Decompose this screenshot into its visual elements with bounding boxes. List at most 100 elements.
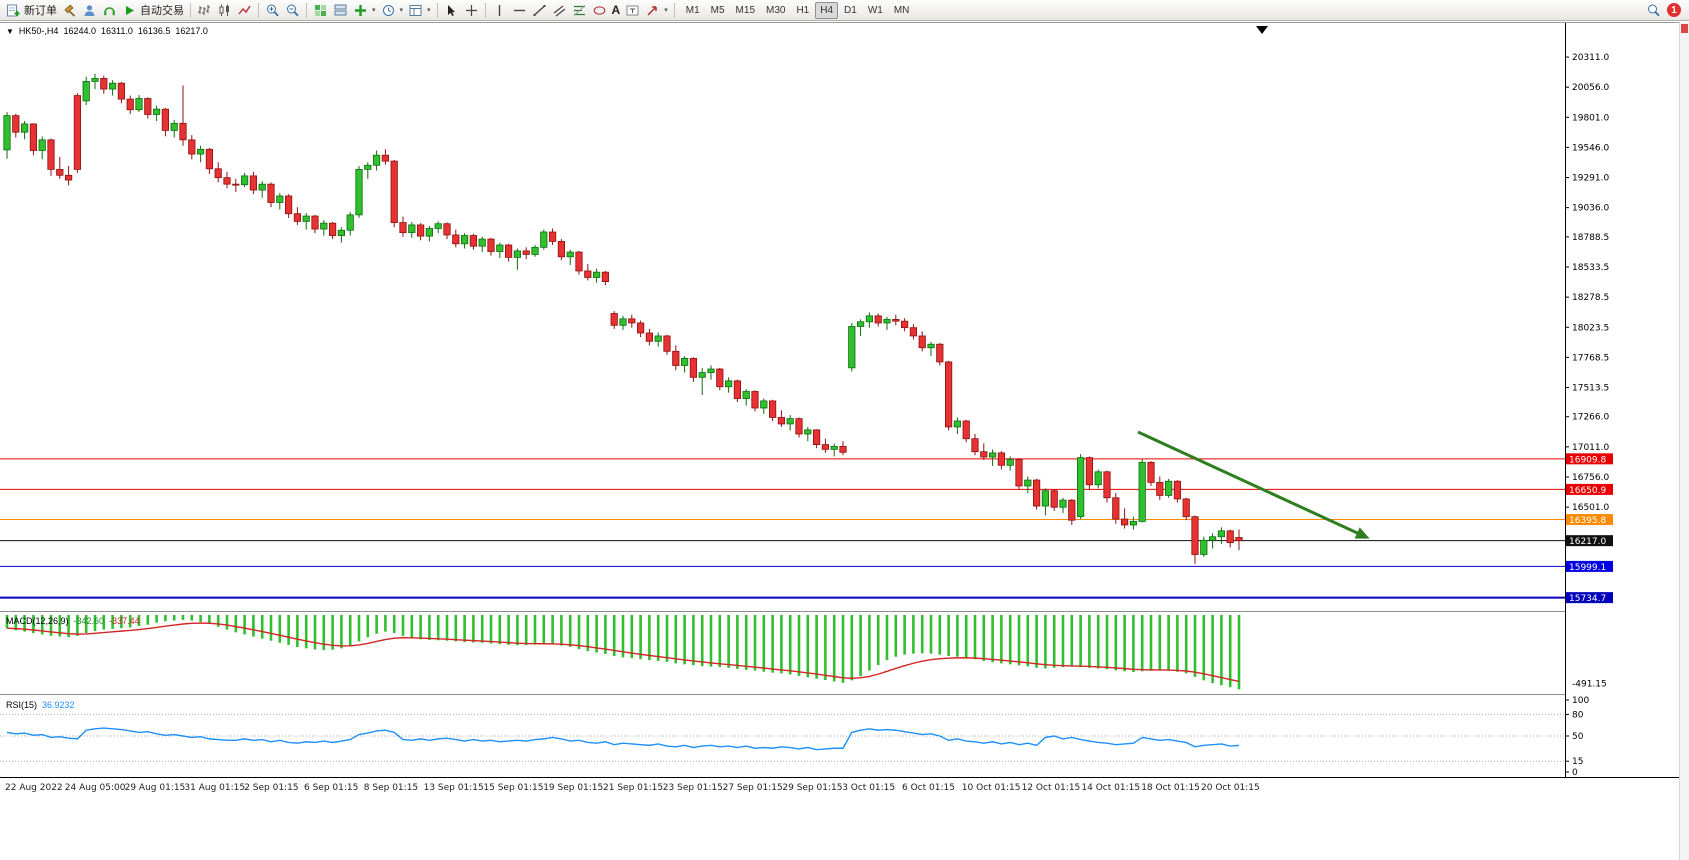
tile-windows-icon — [315, 4, 326, 16]
zoom-out-button[interactable] — [283, 1, 302, 19]
channel-tool-button[interactable] — [550, 1, 569, 19]
fibonacci-tool-button[interactable] — [570, 1, 589, 19]
line-chart-type-button[interactable] — [235, 1, 254, 19]
crosshair-icon — [465, 4, 477, 16]
price-tick-label: 18788.5 — [1572, 233, 1609, 243]
horizontal-price-lines[interactable] — [0, 458, 1565, 599]
chart-symbol-period: HK50-,H4 — [18, 26, 59, 36]
chart-shift-marker[interactable] — [1256, 26, 1268, 34]
price-tick-label: 19546.0 — [1572, 143, 1609, 153]
text-label-icon — [626, 5, 639, 15]
autotrade-label: 自动交易 — [140, 5, 184, 17]
new-order-label: 新订单 — [24, 5, 57, 17]
periods-button[interactable]: ▾ — [379, 1, 406, 19]
bar-chart-type-button[interactable] — [195, 1, 214, 19]
timeframe-m1[interactable]: M1 — [685, 4, 700, 16]
timeframe-m15[interactable]: M15 — [735, 4, 755, 16]
candlestick-type-button[interactable] — [215, 1, 234, 19]
macd-signal-value: -337.44 — [109, 616, 140, 626]
trend-arrow-annotation[interactable] — [1137, 430, 1370, 539]
arrows-tool-button[interactable]: ▾ — [643, 1, 670, 19]
gavel-icon — [64, 3, 76, 17]
autotrade-button[interactable]: 自动交易 — [120, 1, 186, 19]
tile-windows-button[interactable] — [311, 1, 330, 19]
time-axis-label: 2 Sep 01:15 — [244, 783, 298, 793]
time-axis-label: 6 Oct 01:15 — [902, 783, 955, 793]
line-chart-icon — [238, 5, 251, 14]
arrange-windows-button[interactable] — [331, 1, 350, 19]
text-label-tool-button[interactable] — [623, 1, 642, 19]
timeframe-h1[interactable]: H1 — [796, 4, 810, 16]
time-axis-label: 8 Sep 01:15 — [364, 783, 418, 793]
vertical-line-icon — [498, 4, 500, 16]
price-tag-label: 16217.0 — [1569, 537, 1606, 547]
timeframe-w1[interactable]: W1 — [867, 4, 883, 16]
rsi-panel-label: RSI(15) 36.9232 — [6, 700, 75, 710]
gavel-button[interactable] — [60, 1, 79, 19]
notification-badge[interactable]: 1 — [1667, 3, 1681, 17]
price-tick-label: 18533.5 — [1572, 263, 1609, 273]
channel-icon — [553, 5, 565, 16]
time-axis-label: 18 Oct 01:15 — [1141, 783, 1200, 793]
dropdown-caret-icon: ▾ — [372, 7, 376, 14]
horizontal-line-tool-button[interactable] — [510, 1, 529, 19]
macd-indicator-name: MACD(12,26,9) — [6, 616, 69, 626]
collapse-triangle-icon[interactable]: ▼ — [6, 26, 14, 36]
shapes-tool-button[interactable] — [590, 1, 609, 19]
price-tag-label: 15734.7 — [1569, 594, 1606, 604]
trendline-tool-button[interactable] — [530, 1, 549, 19]
toolbar: 新订单 自动交易 — [0, 0, 1689, 21]
templates-button[interactable]: ▾ — [406, 1, 433, 19]
chart-high-value: 16311.0 — [100, 26, 133, 36]
price-tag-label: 16909.8 — [1569, 455, 1606, 465]
vertical-line-tool-button[interactable] — [490, 1, 509, 19]
arrow-tool-icon — [647, 5, 657, 16]
toolbar-separator — [436, 2, 438, 18]
price-axis[interactable]: 20311.0 20056.0 19801.0 19546.0 19291.0 19036… — [1565, 53, 1613, 778]
price-tick-label: 19291.0 — [1572, 174, 1609, 184]
price-tag-label: 16650.9 — [1569, 486, 1606, 496]
search-icon[interactable] — [1646, 3, 1661, 18]
zoom-in-icon — [267, 4, 279, 16]
toolbar-separator — [190, 2, 191, 18]
toolbar-separator — [673, 2, 675, 18]
cursor-tool-button[interactable] — [442, 1, 461, 19]
zoom-in-button[interactable] — [263, 1, 282, 19]
vertical-scrollbar[interactable] — [1679, 22, 1689, 860]
time-axis-label: 13 Sep 01:15 — [424, 783, 484, 793]
trendline-icon — [533, 4, 546, 16]
dropdown-caret-icon: ▾ — [664, 7, 668, 14]
time-axis-label: 19 Sep 01:15 — [543, 783, 603, 793]
timeframe-m30[interactable]: M30 — [766, 4, 786, 16]
accounts-button[interactable] — [80, 1, 99, 19]
price-tick-label: 20056.0 — [1572, 83, 1609, 93]
time-axis-label: 21 Sep 01:15 — [603, 783, 663, 793]
price-tag — [1566, 560, 1613, 572]
timeframe-h4[interactable]: H4 — [815, 1, 839, 19]
ellipse-shape-icon — [593, 5, 605, 15]
time-axis[interactable]: 22 Aug 2022 24 Aug 05:00 29 Aug 01:15 31 Au… — [5, 783, 1260, 793]
time-axis-label: 3 Oct 01:15 — [842, 783, 895, 793]
rsi-axis-label: 50 — [1572, 732, 1584, 742]
indicators-button[interactable]: ▾ — [351, 1, 378, 19]
horizontal-line-icon — [513, 9, 525, 11]
chart-header: ▼ HK50-,H4 16244.0 16311.0 16136.5 16217… — [6, 26, 208, 36]
macd-indicator — [5, 615, 1241, 690]
text-tool-button[interactable]: A — [610, 1, 623, 19]
time-axis-label: 27 Sep 01:15 — [723, 783, 783, 793]
scrollbar-thumb[interactable] — [1681, 24, 1688, 33]
timeframe-mn[interactable]: MN — [893, 4, 910, 16]
macd-main-value: -342.60 — [73, 616, 105, 626]
macd-panel-label: MACD(12,26,9) -342.60 -337.44 — [6, 616, 140, 626]
dropdown-caret-icon: ▾ — [399, 7, 404, 14]
price-tick-label: 19036.0 — [1572, 204, 1609, 214]
crosshair-tool-button[interactable] — [462, 1, 481, 19]
rsi-axis-label: 80 — [1572, 710, 1584, 720]
timeframe-d1[interactable]: D1 — [844, 4, 857, 16]
chart-open-value: 16244.0 — [63, 26, 96, 36]
price-tag — [1566, 514, 1613, 526]
new-order-button[interactable]: 新订单 — [4, 1, 59, 19]
signals-button[interactable] — [100, 1, 119, 19]
timeframe-m5[interactable]: M5 — [710, 4, 725, 16]
